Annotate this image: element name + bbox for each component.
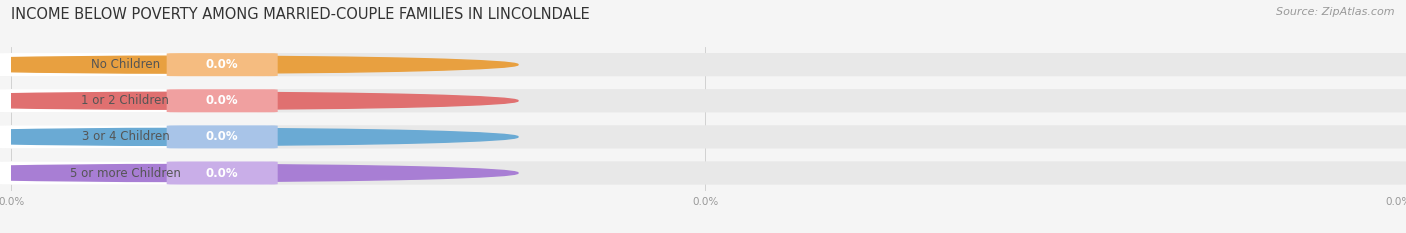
FancyBboxPatch shape [0, 89, 271, 112]
Circle shape [0, 164, 517, 182]
Text: 0.0%: 0.0% [205, 167, 239, 179]
Text: INCOME BELOW POVERTY AMONG MARRIED-COUPLE FAMILIES IN LINCOLNDALE: INCOME BELOW POVERTY AMONG MARRIED-COUPL… [11, 7, 591, 22]
FancyBboxPatch shape [167, 53, 278, 76]
FancyBboxPatch shape [0, 89, 1406, 112]
Text: 5 or more Children: 5 or more Children [70, 167, 181, 179]
Text: No Children: No Children [91, 58, 160, 71]
Text: 0.0%: 0.0% [205, 94, 239, 107]
FancyBboxPatch shape [0, 53, 1406, 76]
FancyBboxPatch shape [0, 161, 271, 185]
FancyBboxPatch shape [167, 125, 278, 148]
Circle shape [0, 56, 517, 73]
FancyBboxPatch shape [0, 161, 1406, 185]
FancyBboxPatch shape [0, 53, 271, 76]
FancyBboxPatch shape [167, 161, 278, 185]
Circle shape [0, 92, 517, 109]
Text: Source: ZipAtlas.com: Source: ZipAtlas.com [1277, 7, 1395, 17]
Text: 3 or 4 Children: 3 or 4 Children [82, 130, 169, 143]
FancyBboxPatch shape [0, 125, 1406, 148]
Text: 0.0%: 0.0% [205, 130, 239, 143]
Text: 1 or 2 Children: 1 or 2 Children [82, 94, 169, 107]
Circle shape [0, 128, 517, 145]
Text: 0.0%: 0.0% [205, 58, 239, 71]
FancyBboxPatch shape [0, 125, 271, 148]
FancyBboxPatch shape [167, 89, 278, 112]
